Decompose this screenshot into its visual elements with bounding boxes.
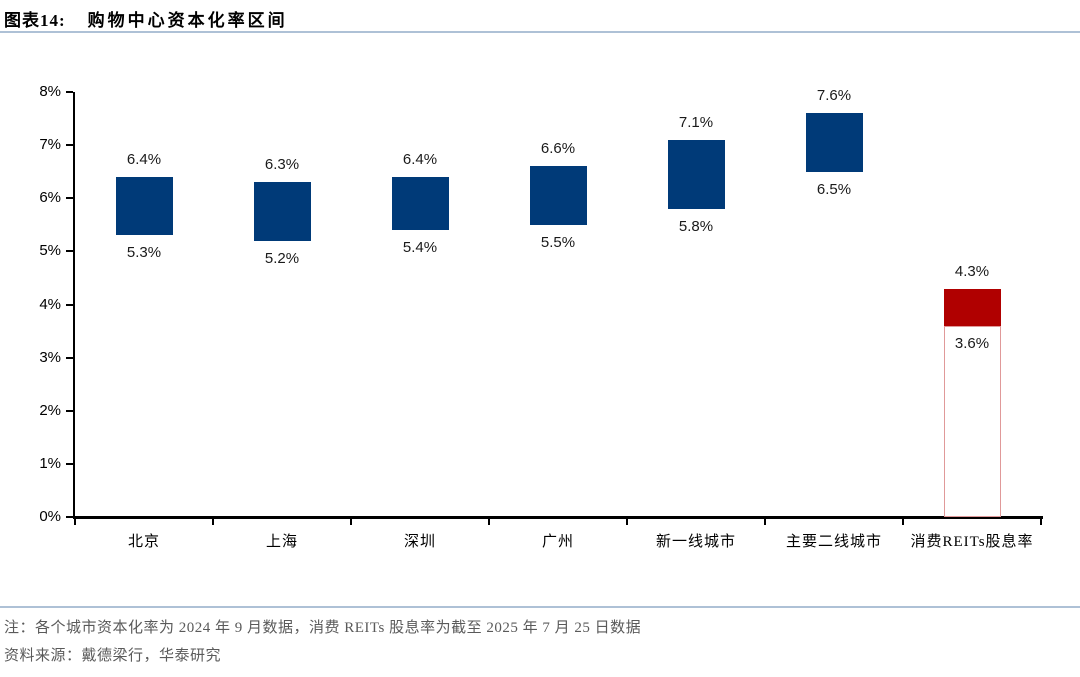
y-tick-label-4: 4% (39, 295, 61, 313)
figure-header: 图表14: 购物中心资本化率区间 (4, 6, 288, 31)
x-tick-1 (212, 517, 214, 525)
bar-low-label-1: 5.2% (264, 249, 300, 267)
y-tick-7 (66, 144, 73, 147)
bar-high-label-5: 7.6% (816, 87, 852, 105)
x-tick-4 (626, 517, 628, 525)
y-tick-label-2: 2% (39, 401, 61, 419)
figure-title: 购物中心资本化率区间 (87, 11, 288, 30)
bar-low-label-0: 5.3% (126, 244, 162, 262)
header-divider (0, 31, 1080, 33)
x-tick-0 (74, 517, 76, 525)
bar-high-label-6: 4.3% (954, 262, 990, 280)
x-category-label-5: 主要二线城市 (785, 534, 882, 550)
bar-low-label-6: 3.6% (954, 334, 990, 352)
range-bar-1 (253, 182, 311, 241)
source-note: 资料来源：戴德梁行，华泰研究 (4, 648, 222, 664)
bar-high-label-2: 6.4% (402, 151, 438, 168)
range-bar-5 (805, 113, 863, 172)
bar-high-label-1: 6.3% (264, 156, 300, 174)
bar-low-label-3: 5.5% (540, 233, 576, 251)
bar-low-label-5: 6.5% (816, 180, 852, 198)
y-tick-3 (66, 356, 73, 359)
range-bar-6 (943, 288, 1001, 326)
y-tick-0 (66, 516, 73, 518)
range-bar-3 (529, 166, 587, 225)
y-tick-label-3: 3% (39, 348, 61, 366)
x-tick-2 (350, 517, 352, 525)
bar-high-label-0: 6.4% (126, 151, 162, 168)
range-bar-4 (667, 139, 725, 209)
x-category-label-3: 广州 (541, 534, 574, 550)
y-tick-4 (66, 303, 73, 306)
x-category-label-1: 上海 (265, 534, 298, 550)
bar-low-label-4: 5.8% (678, 217, 714, 235)
reits-outline-box (943, 325, 1001, 517)
plot-area: 0% 1% 2% 3% 4% 5% 6% 7% 8% 6.4% 5.3% 北京 6.3% 5.2% 上海 6.… (39, 83, 1043, 550)
y-tick-label-5: 5% (39, 242, 61, 260)
y-tick-2 (66, 409, 73, 412)
y-tick-label-8: 8% (39, 83, 61, 100)
bar-high-label-3: 6.6% (540, 140, 576, 158)
y-tick-8 (66, 91, 73, 93)
x-category-label-0: 北京 (127, 534, 160, 550)
y-tick-1 (66, 462, 73, 465)
range-bar-0 (115, 177, 173, 236)
cap-rate-range-chart: 0% 1% 2% 3% 4% 5% 6% 7% 8% 6.4% 5.3% 北京 6.3% 5.2% 上海 6.… (39, 83, 1043, 550)
x-category-label-4: 新一线城市 (655, 534, 736, 550)
x-tick-3 (488, 517, 490, 525)
y-tick-label-0: 0% (39, 508, 61, 525)
x-category-label-6: 消费REITs股息率 (910, 534, 1034, 550)
figure-number-label: 图表14: (4, 11, 66, 30)
y-axis-line (73, 92, 75, 519)
x-tick-7 (1040, 517, 1042, 525)
range-bar-2 (391, 177, 449, 231)
bar-low-label-2: 5.4% (402, 239, 438, 257)
y-tick-5 (66, 250, 73, 253)
y-tick-6 (66, 197, 73, 200)
x-tick-6 (902, 517, 904, 525)
footer-divider (0, 606, 1080, 608)
chart-note: 注：各个城市资本化率为 2024 年 9 月数据，消费 REITs 股息率为截至… (4, 620, 642, 636)
bar-high-label-4: 7.1% (678, 113, 714, 131)
y-tick-label-1: 1% (39, 454, 61, 472)
x-axis-line (73, 516, 1043, 519)
y-tick-label-6: 6% (39, 189, 61, 207)
y-tick-label-7: 7% (39, 136, 61, 154)
x-tick-5 (764, 517, 766, 525)
x-category-label-2: 深圳 (403, 534, 436, 550)
